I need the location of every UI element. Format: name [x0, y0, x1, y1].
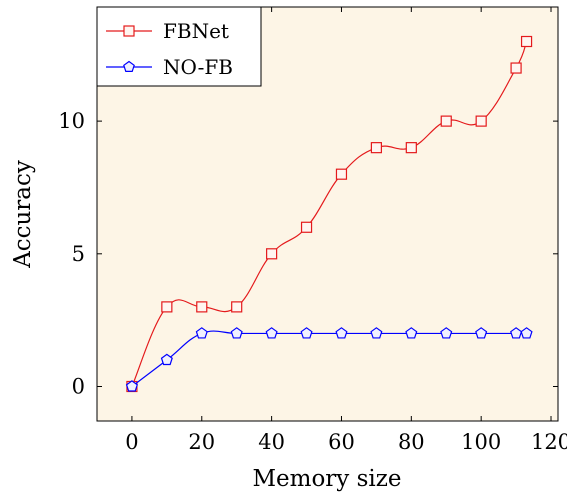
data-point [231, 301, 243, 313]
x-tick-label: 100 [461, 430, 501, 454]
y-axis-title: Accuracy [10, 160, 36, 269]
data-point [405, 327, 418, 339]
data-point [370, 142, 382, 154]
legend-fbnet-marker [123, 25, 135, 37]
x-tick-label: 20 [188, 430, 215, 454]
data-point [265, 327, 278, 339]
data-point [230, 327, 243, 339]
data-point [475, 327, 488, 339]
legend-box [96, 6, 262, 87]
y-tick-label: 5 [72, 242, 85, 266]
data-point [510, 327, 523, 339]
data-point [161, 301, 173, 313]
x-tick-label: 80 [398, 430, 425, 454]
legend-fbnet-label: FBNet [163, 19, 229, 43]
legend-entry-no-fb: NO-FB [106, 55, 233, 79]
data-point [520, 327, 533, 339]
series-layer [125, 35, 533, 393]
plot-frame [96, 6, 559, 422]
data-point [195, 327, 208, 339]
data-point [196, 301, 208, 313]
series-no-fb [125, 327, 533, 392]
data-point [300, 221, 313, 233]
x-tick-label: 0 [125, 430, 138, 454]
tick-layer: 0 20 40 60 80 100 120 0 5 10 [58, 7, 567, 454]
data-point [266, 248, 278, 260]
x-tick-label: 40 [258, 430, 285, 454]
legend-no-fb-marker [123, 60, 135, 73]
data-point [160, 353, 173, 366]
y-tick-label: 10 [58, 109, 85, 133]
data-point [440, 115, 452, 127]
legend: FBNet NO-FB [96, 6, 262, 87]
data-point [335, 327, 348, 339]
data-point [440, 327, 453, 339]
data-point [475, 115, 487, 127]
data-point [510, 62, 522, 74]
legend-entry-fbnet: FBNet [106, 19, 229, 43]
data-point [520, 35, 533, 48]
legend-no-fb-label: NO-FB [163, 55, 233, 79]
data-point [405, 142, 417, 154]
x-tick-label: 120 [531, 430, 567, 454]
data-point [335, 168, 348, 180]
x-tick-label: 60 [328, 430, 355, 454]
y-tick-label: 0 [72, 375, 85, 399]
data-point [300, 327, 313, 339]
data-point [125, 380, 138, 392]
x-axis-title: Memory size [252, 466, 401, 492]
data-point [370, 327, 383, 339]
